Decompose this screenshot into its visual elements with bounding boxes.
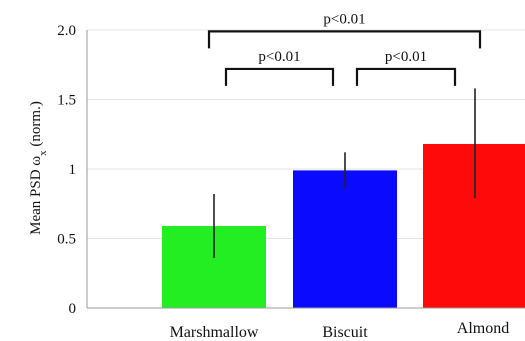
significance-label-1: p<0.01 bbox=[258, 49, 300, 65]
significance-label-2: p<0.01 bbox=[385, 49, 427, 65]
significance-bracket-1 bbox=[224, 67, 335, 86]
bar-biscuit bbox=[293, 170, 397, 308]
x-category-labels: Marshmallow Biscuit Almond bbox=[170, 320, 510, 341]
significance-label-0: p<0.01 bbox=[323, 11, 365, 27]
significance-bracket-0 bbox=[207, 30, 482, 49]
y-tick-label-0: 0 bbox=[69, 301, 77, 317]
y-tick-label-2: 1 bbox=[69, 162, 77, 178]
bar-almond bbox=[423, 143, 525, 308]
y-tick-label-3: 1.5 bbox=[57, 93, 76, 109]
y-axis-label: Mean PSD ωx (norm.) bbox=[28, 101, 49, 235]
y-axis-label-subscript: x bbox=[37, 150, 49, 156]
y-axis-label-suffix: (norm.) bbox=[28, 101, 44, 150]
y-tick-label-4: 2.0 bbox=[57, 23, 76, 39]
significance-bracket-2 bbox=[355, 67, 457, 86]
x-category-label-marshmallow: Marshmallow bbox=[170, 324, 259, 341]
y-tick-labels: 0 0.5 1 1.5 2.0 bbox=[57, 23, 76, 317]
x-category-label-biscuit: Biscuit bbox=[322, 324, 368, 341]
y-tick-label-1: 0.5 bbox=[57, 232, 76, 248]
y-axis-label-symbol: ω bbox=[28, 156, 44, 166]
x-category-label-almond: Almond bbox=[457, 320, 509, 337]
error-bars bbox=[213, 88, 476, 258]
significance-brackets: p<0.01 p<0.01 p<0.01 bbox=[207, 11, 482, 86]
y-axis-label-main: Mean PSD bbox=[28, 166, 44, 235]
